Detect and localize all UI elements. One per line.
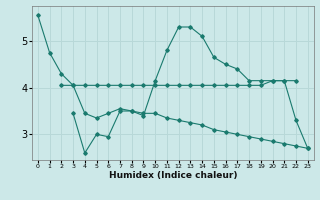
X-axis label: Humidex (Indice chaleur): Humidex (Indice chaleur) xyxy=(108,171,237,180)
